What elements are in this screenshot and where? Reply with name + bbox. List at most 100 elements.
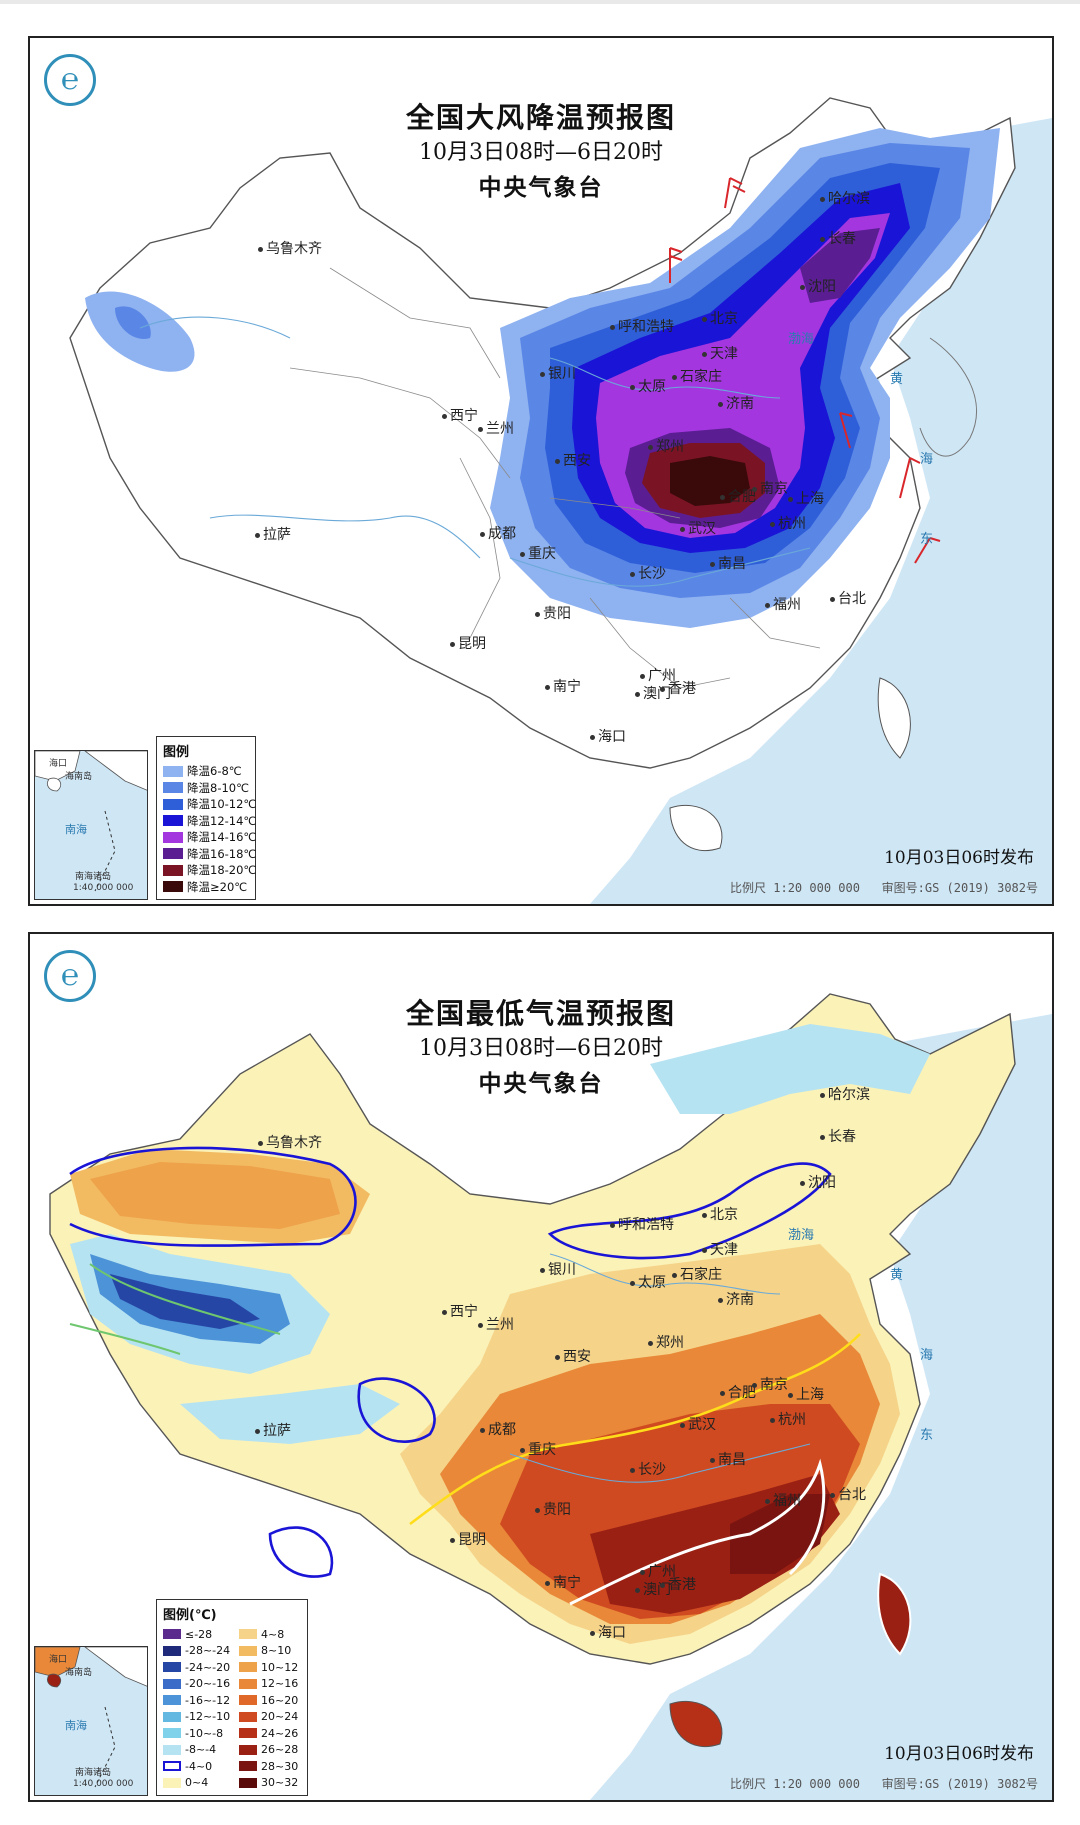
city-label: 拉萨 — [255, 1420, 291, 1440]
city-label: 上海 — [788, 1384, 824, 1404]
legend-items: ≤-28 4~8 -28~-24 8~10 -24~-20 10~12 -20~-16 12~… — [163, 1626, 301, 1791]
city-label: 杭州 — [770, 513, 806, 533]
inset-label: 海南岛 — [65, 772, 93, 782]
scale-approval: 比例尺 1:20 000 000 审图号:GS (2019) 3082号 — [730, 879, 1038, 896]
legend-label: 0~4 — [185, 1776, 209, 1790]
inset-label: 南海诸岛 — [75, 872, 112, 882]
issue-time: 10月03日06时发布 — [884, 848, 1034, 868]
city-label: 哈尔滨 — [820, 188, 870, 208]
sea-label: 黄 — [890, 372, 904, 387]
legend-swatch — [163, 831, 183, 843]
legend-label: -20~-16 — [185, 1677, 231, 1691]
legend-items: 降温6-8℃ 降温8-10℃ 降温10-12℃ 降温12-14℃ 降温14-16℃ 降温1… — [163, 763, 256, 896]
legend-label: 8~10 — [261, 1644, 292, 1658]
legend-swatch — [163, 864, 183, 876]
city-label: 郑州 — [648, 1332, 684, 1352]
city-label: 贵阳 — [535, 1499, 571, 1519]
legend-swatch — [163, 815, 183, 827]
legend-item: -24~-20 — [163, 1659, 235, 1676]
city-label: 太原 — [630, 1272, 666, 1292]
city-label: 香港 — [660, 1574, 696, 1594]
city-label: 长沙 — [630, 563, 666, 583]
legend-item: 降温≥20℃ — [163, 879, 249, 896]
city-label: 重庆 — [520, 543, 556, 563]
legend-label: 26~28 — [261, 1743, 299, 1757]
legend-item: 降温12-14℃ — [163, 813, 256, 830]
legend-label: 24~26 — [261, 1726, 299, 1740]
city-label: 哈尔滨 — [820, 1084, 870, 1104]
city-label: 合肥 — [720, 1382, 756, 1402]
legend-label: 12~16 — [261, 1677, 299, 1691]
city-label: 天津 — [702, 1239, 738, 1259]
issuing-agency: 中央气象台 — [478, 174, 604, 201]
legend-swatch — [163, 848, 183, 860]
inset-label: 海口 — [49, 1655, 68, 1665]
legend-item: 26~28 — [239, 1742, 311, 1759]
city-label: 济南 — [718, 1289, 754, 1309]
legend-item: 降温16-18℃ — [163, 846, 256, 863]
city-label: 南昌 — [710, 1449, 746, 1469]
legend-label: -4~0 — [185, 1759, 213, 1773]
inset-label: 海口 — [49, 759, 68, 769]
inset-scale: 1:40 000 000 — [73, 1779, 134, 1789]
city-label: 兰州 — [478, 1314, 514, 1334]
issuing-agency: 中央气象台 — [478, 1070, 604, 1097]
legend-item: -4~0 — [163, 1758, 235, 1775]
city-label: 南京 — [752, 478, 788, 498]
legend-label: 降温≥20℃ — [187, 879, 248, 894]
inset-label: 海南岛 — [65, 1668, 93, 1678]
city-label: 福州 — [765, 594, 801, 614]
legend-swatch — [239, 1645, 257, 1656]
legend-label: -12~-10 — [185, 1710, 231, 1724]
legend-item: -16~-12 — [163, 1692, 235, 1709]
legend-swatch — [163, 798, 183, 810]
legend-swatch — [163, 765, 183, 777]
city-label: 南京 — [752, 1374, 788, 1394]
city-label: 银川 — [540, 1259, 576, 1279]
legend-label: ≤-28 — [185, 1627, 213, 1641]
legend-swatch — [163, 1761, 181, 1772]
legend-item: -8~-4 — [163, 1742, 235, 1759]
city-label: 太原 — [630, 376, 666, 396]
forecast-period: 10月3日08时—6日20时 — [419, 140, 663, 165]
legend-swatch — [239, 1662, 257, 1673]
legend-swatch — [163, 782, 183, 794]
inset-scale: 1:40 000 000 — [73, 883, 134, 893]
legend-swatch — [239, 1744, 257, 1755]
legend-item: 0~4 — [163, 1775, 235, 1792]
legend-label: -10~-8 — [185, 1726, 224, 1740]
legend-item: 20~24 — [239, 1709, 311, 1726]
inset-label: 南海 — [65, 823, 87, 836]
city-label: 武汉 — [680, 1414, 716, 1434]
city-label: 乌鲁木齐 — [258, 238, 322, 258]
legend-item: ≤-28 — [163, 1626, 235, 1643]
legend-label: 降温14-16℃ — [187, 830, 257, 845]
sea-label: 海 — [920, 452, 934, 467]
legend-label: 30~32 — [261, 1776, 299, 1790]
map-title: 全国最低气温预报图 — [405, 997, 676, 1030]
legend-label: 28~30 — [261, 1759, 299, 1773]
forecast-period: 10月3日08时—6日20时 — [419, 1036, 663, 1061]
city-label: 沈阳 — [800, 1172, 836, 1192]
city-label: 呼和浩特 — [610, 1214, 674, 1234]
legend-swatch — [163, 1728, 181, 1739]
city-label: 台北 — [830, 1484, 866, 1504]
map-scale: 比例尺 1:20 000 000 — [730, 1777, 860, 1791]
city-label: 昆明 — [450, 1529, 486, 1549]
legend-swatch — [239, 1761, 257, 1772]
approval-number: 审图号:GS (2019) 3082号 — [881, 881, 1038, 895]
sea-label: 海 — [920, 1348, 934, 1363]
city-label: 银川 — [540, 363, 576, 383]
city-label: 上海 — [788, 488, 824, 508]
legend-item: 降温10-12℃ — [163, 796, 256, 813]
scale-approval: 比例尺 1:20 000 000 审图号:GS (2019) 3082号 — [730, 1775, 1038, 1792]
city-label: 北京 — [702, 1204, 738, 1224]
cma-logo: ℮ — [44, 950, 96, 1002]
map-scale: 比例尺 1:20 000 000 — [730, 881, 860, 895]
city-label: 南宁 — [545, 676, 581, 696]
legend-label: 4~8 — [261, 1627, 285, 1641]
legend-label: -16~-12 — [185, 1693, 231, 1707]
city-label: 南宁 — [545, 1572, 581, 1592]
legend-label: 20~24 — [261, 1710, 299, 1724]
legend-label: 降温12-14℃ — [187, 813, 257, 828]
